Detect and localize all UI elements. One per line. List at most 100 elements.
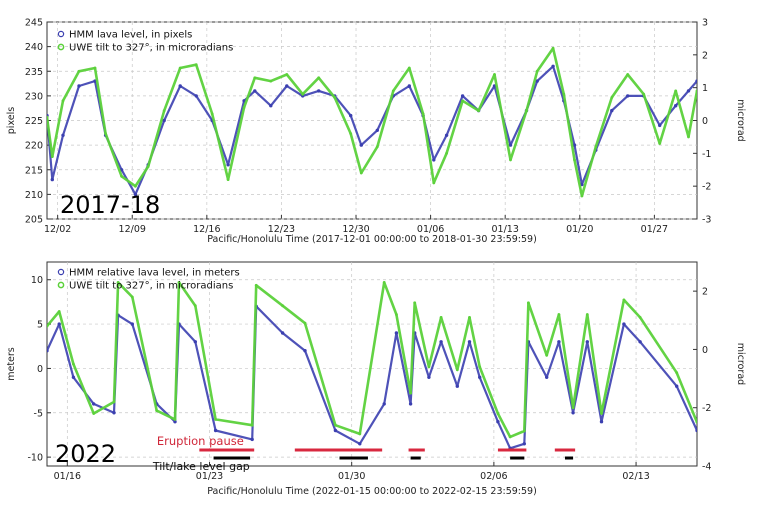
annotation-eruption-pause: Eruption pause (157, 434, 244, 448)
uwe-tilt-point (130, 295, 134, 299)
x-axis-label: Pacific/Honolulu Time (2017-12-01 00:00:… (207, 234, 537, 245)
legend-marker-uwe (57, 43, 65, 51)
hmm-lava-point (250, 437, 254, 442)
uwe-tilt-point (477, 109, 480, 113)
uwe-tilt-point (193, 304, 197, 308)
uwe-tilt-point (610, 96, 614, 99)
hmm-lava-point (226, 163, 230, 167)
uwe-tilt-point (92, 412, 96, 415)
hmm-lava-point (303, 349, 307, 353)
uwe-tilt-point (61, 99, 65, 103)
legend: HMM relative lava level, in meters UWE ti… (57, 268, 240, 292)
hmm-lava-point (580, 182, 584, 187)
hmm-lava-point (674, 104, 678, 108)
hmm-lava-point (358, 442, 362, 446)
y2-tick-label: -4 (702, 462, 711, 473)
uwe-tilt-point (72, 362, 75, 366)
y-tick-label: 10 (31, 275, 43, 286)
uwe-tilt-point (461, 99, 464, 103)
uwe-tilt-point (585, 313, 589, 316)
uwe-tilt-point (303, 321, 307, 325)
hmm-lava-point (432, 158, 436, 162)
hmm-lava-point (686, 89, 691, 93)
hmm-lava-point (496, 420, 500, 424)
uwe-tilt-point (349, 132, 353, 136)
y-tick-label: 220 (25, 141, 43, 152)
uwe-tilt-series-line (47, 281, 697, 439)
x-tick-label: 01/16 (54, 471, 81, 482)
uwe-tilt-point (301, 92, 305, 96)
hmm-lava-point (610, 108, 614, 113)
hmm-lava-point (92, 402, 96, 406)
hmm-lava-point (571, 411, 575, 415)
uwe-tilt-point (658, 142, 662, 145)
legend-label-uwe: UWE tilt to 327°, in microradians (69, 43, 233, 54)
hmm-lava-point (253, 89, 257, 93)
uwe-tilt-point (285, 73, 289, 76)
uwe-tilt-point (226, 178, 230, 182)
uwe-tilt-point (254, 283, 258, 287)
hmm-lava-point (622, 322, 626, 326)
uwe-tilt-point (93, 66, 97, 70)
y-tick-label: 215 (25, 165, 43, 176)
uwe-tilt-point (413, 301, 417, 305)
hmm-lava-point (455, 384, 459, 388)
uwe-tilt-point (77, 69, 81, 73)
uwe-tilt-point (493, 73, 496, 76)
uwe-tilt-point (527, 301, 530, 305)
x-tick-label: 02/06 (480, 471, 507, 482)
uwe-tilt-point (445, 151, 448, 155)
panel-year-label: 2022 (55, 440, 116, 468)
x-tick-label: 12/23 (268, 224, 295, 235)
hmm-lava-point (178, 84, 182, 88)
uwe-tilt-point (178, 66, 182, 70)
hmm-lava-point (551, 64, 555, 69)
uwe-tilt-point (508, 435, 512, 439)
uwe-tilt-point (545, 353, 549, 357)
hmm-lava-point (194, 94, 198, 98)
hmm-lava-point (638, 340, 642, 344)
series-group (47, 46, 697, 198)
y-tick-label: 230 (25, 91, 43, 102)
uwe-tilt-point (47, 115, 49, 119)
x-tick-label: 12/30 (342, 224, 369, 235)
hmm-lava-point (193, 340, 197, 344)
hmm-lava-point (50, 177, 54, 182)
uwe-tilt-point (358, 432, 362, 436)
hmm-lava-point (572, 143, 577, 147)
hmm-lava-series-line (47, 305, 697, 450)
x-tick-label: 01/23 (196, 471, 223, 482)
uwe-tilt-point (642, 92, 646, 96)
hmm-lava-point (695, 428, 697, 433)
hmm-lava-point (478, 375, 482, 379)
uwe-tilt-point (50, 155, 54, 159)
uwe-tilt-point (509, 158, 512, 162)
uwe-tilt-point (194, 63, 198, 67)
x-tick-label: 02/13 (622, 471, 649, 482)
y2-tick-label: 0 (702, 345, 708, 356)
uwe-tilt-point (210, 112, 214, 116)
uwe-tilt-point (269, 79, 273, 83)
hmm-lava-point (508, 143, 513, 147)
hmm-lava-point (535, 79, 539, 83)
hmm-lava-point (407, 84, 411, 88)
uwe-tilt-point (112, 400, 116, 404)
hmm-lava-point (112, 411, 116, 415)
uwe-tilt-point (525, 109, 528, 113)
x-tick-label: 01/13 (492, 224, 519, 235)
legend-marker-uwe (57, 281, 65, 289)
uwe-tilt-point (177, 281, 181, 284)
uwe-tilt-point (600, 412, 603, 415)
uwe-tilt-point (535, 69, 539, 73)
hmm-lava-point (213, 428, 218, 433)
hmm-lava-point (280, 331, 285, 335)
y-tick-label: 0 (37, 364, 43, 375)
uwe-tilt-point (391, 89, 395, 93)
hmm-lava-point (77, 84, 81, 88)
y2-tick-label: -3 (702, 215, 711, 226)
x-tick-label: 01/20 (566, 224, 593, 235)
x-tick-label: 01/06 (417, 224, 444, 235)
uwe-tilt-point (120, 174, 123, 178)
x-tick-label: 01/27 (641, 224, 668, 235)
